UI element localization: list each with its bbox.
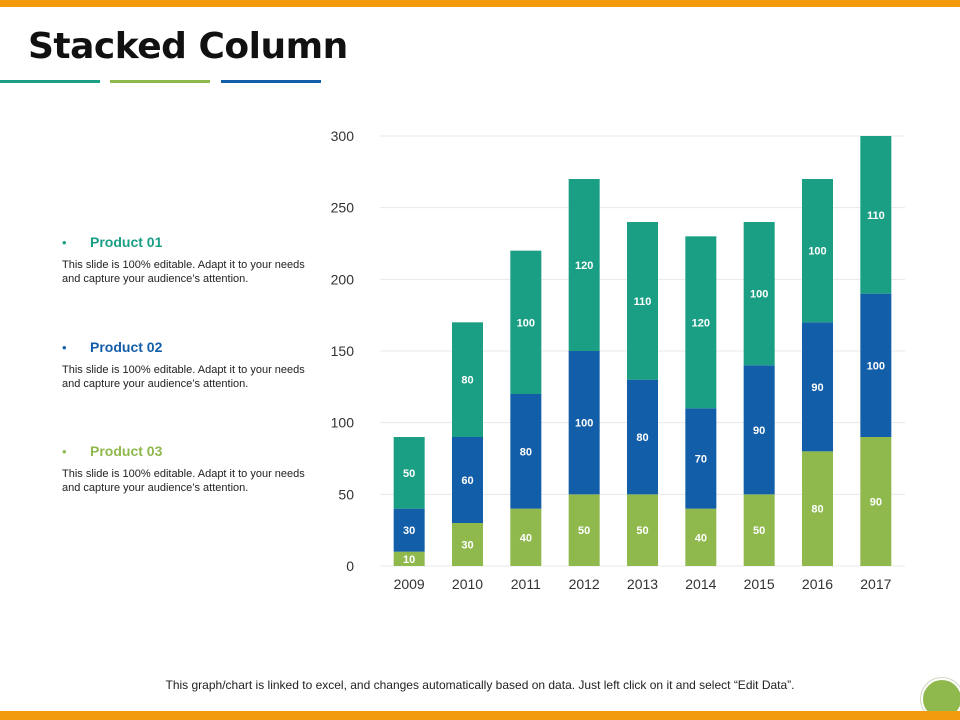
data-label: 100	[517, 317, 535, 329]
bar-segment	[568, 351, 600, 495]
data-label: 50	[753, 525, 765, 537]
data-label: 110	[867, 210, 885, 222]
bar-segment	[452, 322, 483, 437]
x-tick-label: 2011	[511, 576, 541, 592]
legend-title: Product 02	[90, 339, 163, 355]
y-tick-label: 50	[338, 486, 354, 502]
legend-title: Product 03	[90, 443, 163, 459]
y-tick-label: 100	[331, 415, 355, 431]
bar-segment	[393, 508, 425, 552]
x-tick-label: 2009	[394, 576, 425, 592]
data-label: 100	[575, 418, 593, 430]
x-tick-label: 2017	[860, 576, 891, 592]
data-label: 50	[403, 468, 415, 480]
bar-segment	[860, 136, 892, 294]
bar-segment	[393, 437, 425, 509]
bar-segment	[568, 179, 600, 351]
footer-note: This graph/chart is linked to excel, and…	[165, 678, 795, 692]
data-label: 100	[750, 289, 768, 301]
legend-description: This slide is 100% editable. Adapt it to…	[62, 468, 305, 494]
y-tick-label: 300	[331, 128, 355, 144]
bar-segment	[452, 437, 483, 523]
y-tick-label: 0	[346, 558, 354, 574]
data-label: 100	[808, 246, 826, 258]
bar-segment	[743, 222, 775, 366]
data-label: 50	[636, 525, 648, 537]
data-label: 80	[636, 432, 648, 444]
bullet-icon: •	[62, 234, 67, 250]
data-label: 40	[520, 532, 532, 544]
bar-segment	[802, 451, 833, 566]
bar-segment	[802, 179, 833, 323]
bar-segment	[627, 379, 658, 495]
data-label: 60	[461, 475, 473, 487]
bottom-accent-bar	[0, 711, 960, 720]
bar-segment	[568, 494, 600, 566]
data-label: 40	[695, 532, 707, 544]
bar-segment	[510, 508, 542, 566]
x-tick-label: 2010	[452, 576, 483, 592]
bar-segment	[627, 494, 658, 566]
bar-segment	[802, 322, 833, 452]
legend-item-product-02: • Product 02 This slide is 100% editable…	[62, 339, 322, 391]
bar-segment	[510, 394, 542, 509]
legend-item-product-01: • Product 01 This slide is 100% editable…	[62, 234, 322, 286]
data-label: 80	[520, 446, 532, 458]
data-label: 90	[811, 382, 823, 394]
data-label: 90	[870, 497, 882, 509]
x-tick-label: 2016	[802, 576, 833, 592]
legend-title: Product 01	[90, 234, 163, 250]
data-label: 120	[692, 317, 710, 329]
bar-segment	[627, 222, 658, 380]
top-accent-bar	[0, 0, 960, 7]
x-tick-label: 2015	[744, 576, 775, 592]
data-label: 100	[867, 360, 885, 372]
x-tick-label: 2012	[569, 576, 600, 592]
accent-line-blue	[221, 80, 321, 83]
bar-segment	[452, 523, 483, 566]
bar-segment	[860, 293, 892, 437]
x-tick-label: 2013	[627, 576, 658, 592]
data-label: 30	[461, 540, 473, 552]
data-label: 50	[578, 525, 590, 537]
legend-description: This slide is 100% editable. Adapt it to…	[62, 259, 305, 285]
bar-segment	[685, 236, 717, 409]
bar-segment	[860, 437, 892, 566]
bar-segment	[510, 250, 542, 394]
bar-segment	[393, 551, 425, 566]
data-label: 120	[575, 260, 593, 272]
data-label: 80	[811, 504, 823, 516]
bar-segment	[743, 365, 775, 495]
bar-segment	[685, 508, 717, 566]
slide-title: Stacked Column	[28, 26, 348, 67]
accent-line-teal	[0, 80, 100, 83]
y-tick-label: 150	[331, 343, 355, 359]
bar-segment	[685, 408, 717, 509]
data-label: 90	[753, 425, 765, 437]
legend-description: This slide is 100% editable. Adapt it to…	[62, 364, 305, 390]
bar-segment	[743, 494, 775, 566]
stacked-column-chart: 0 50 100 150 200 250 300 2009 2010 2011 2012 2013 20…	[331, 128, 905, 592]
data-label: 10	[403, 554, 415, 566]
x-tick-label: 2014	[685, 576, 716, 592]
data-label: 70	[695, 454, 707, 466]
y-tick-label: 200	[331, 271, 355, 287]
accent-line-green	[110, 80, 210, 83]
data-label: 110	[634, 296, 652, 308]
bullet-icon: •	[62, 339, 67, 355]
bullet-icon: •	[62, 443, 67, 459]
data-label: 30	[403, 525, 415, 537]
legend-item-product-03: • Product 03 This slide is 100% editable…	[62, 443, 322, 495]
data-label: 80	[461, 375, 473, 387]
y-tick-label: 250	[331, 200, 355, 216]
